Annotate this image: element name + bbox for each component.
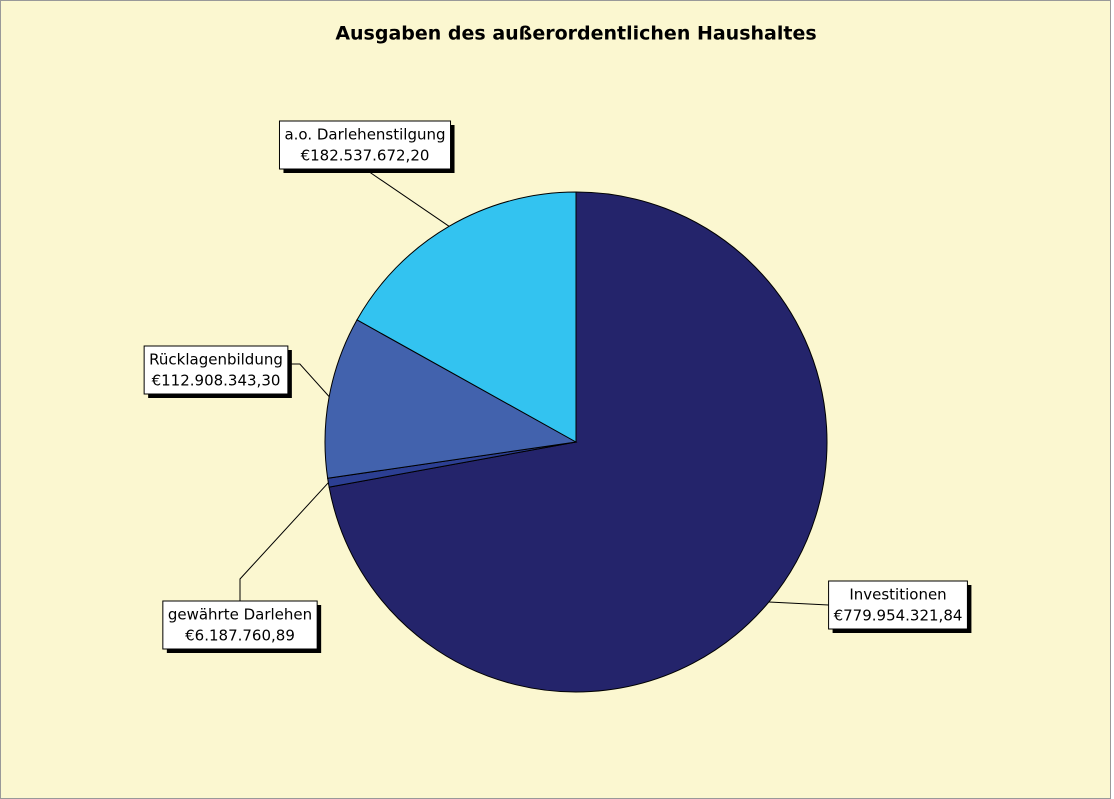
- slice-value-label: €779.954.321,84: [834, 607, 963, 625]
- leader-line: [364, 168, 450, 227]
- slice-label: gewährte Darlehen: [168, 606, 312, 624]
- leader-line: [239, 482, 329, 601]
- leader-line: [768, 601, 829, 606]
- pie-slice: [324, 319, 578, 479]
- slice-value-label: €6.187.760,89: [185, 627, 295, 645]
- slice-label: Rücklagenbildung: [149, 351, 283, 369]
- slice-label: Investitionen: [849, 586, 946, 604]
- label-box: [278, 120, 452, 170]
- slice-value-label: €112.908.343,30: [152, 372, 281, 390]
- chart-title: Ausgaben des außerordentlichen Haushalte…: [335, 23, 816, 45]
- pie-slice: [328, 191, 828, 693]
- pie-slice: [356, 191, 577, 443]
- label-box: [828, 580, 968, 630]
- label-box: [143, 345, 289, 395]
- slice-value-label: €182.537.672,20: [301, 147, 430, 165]
- label-box: [162, 600, 318, 650]
- slice-label: a.o. Darlehenstilgung: [284, 126, 445, 144]
